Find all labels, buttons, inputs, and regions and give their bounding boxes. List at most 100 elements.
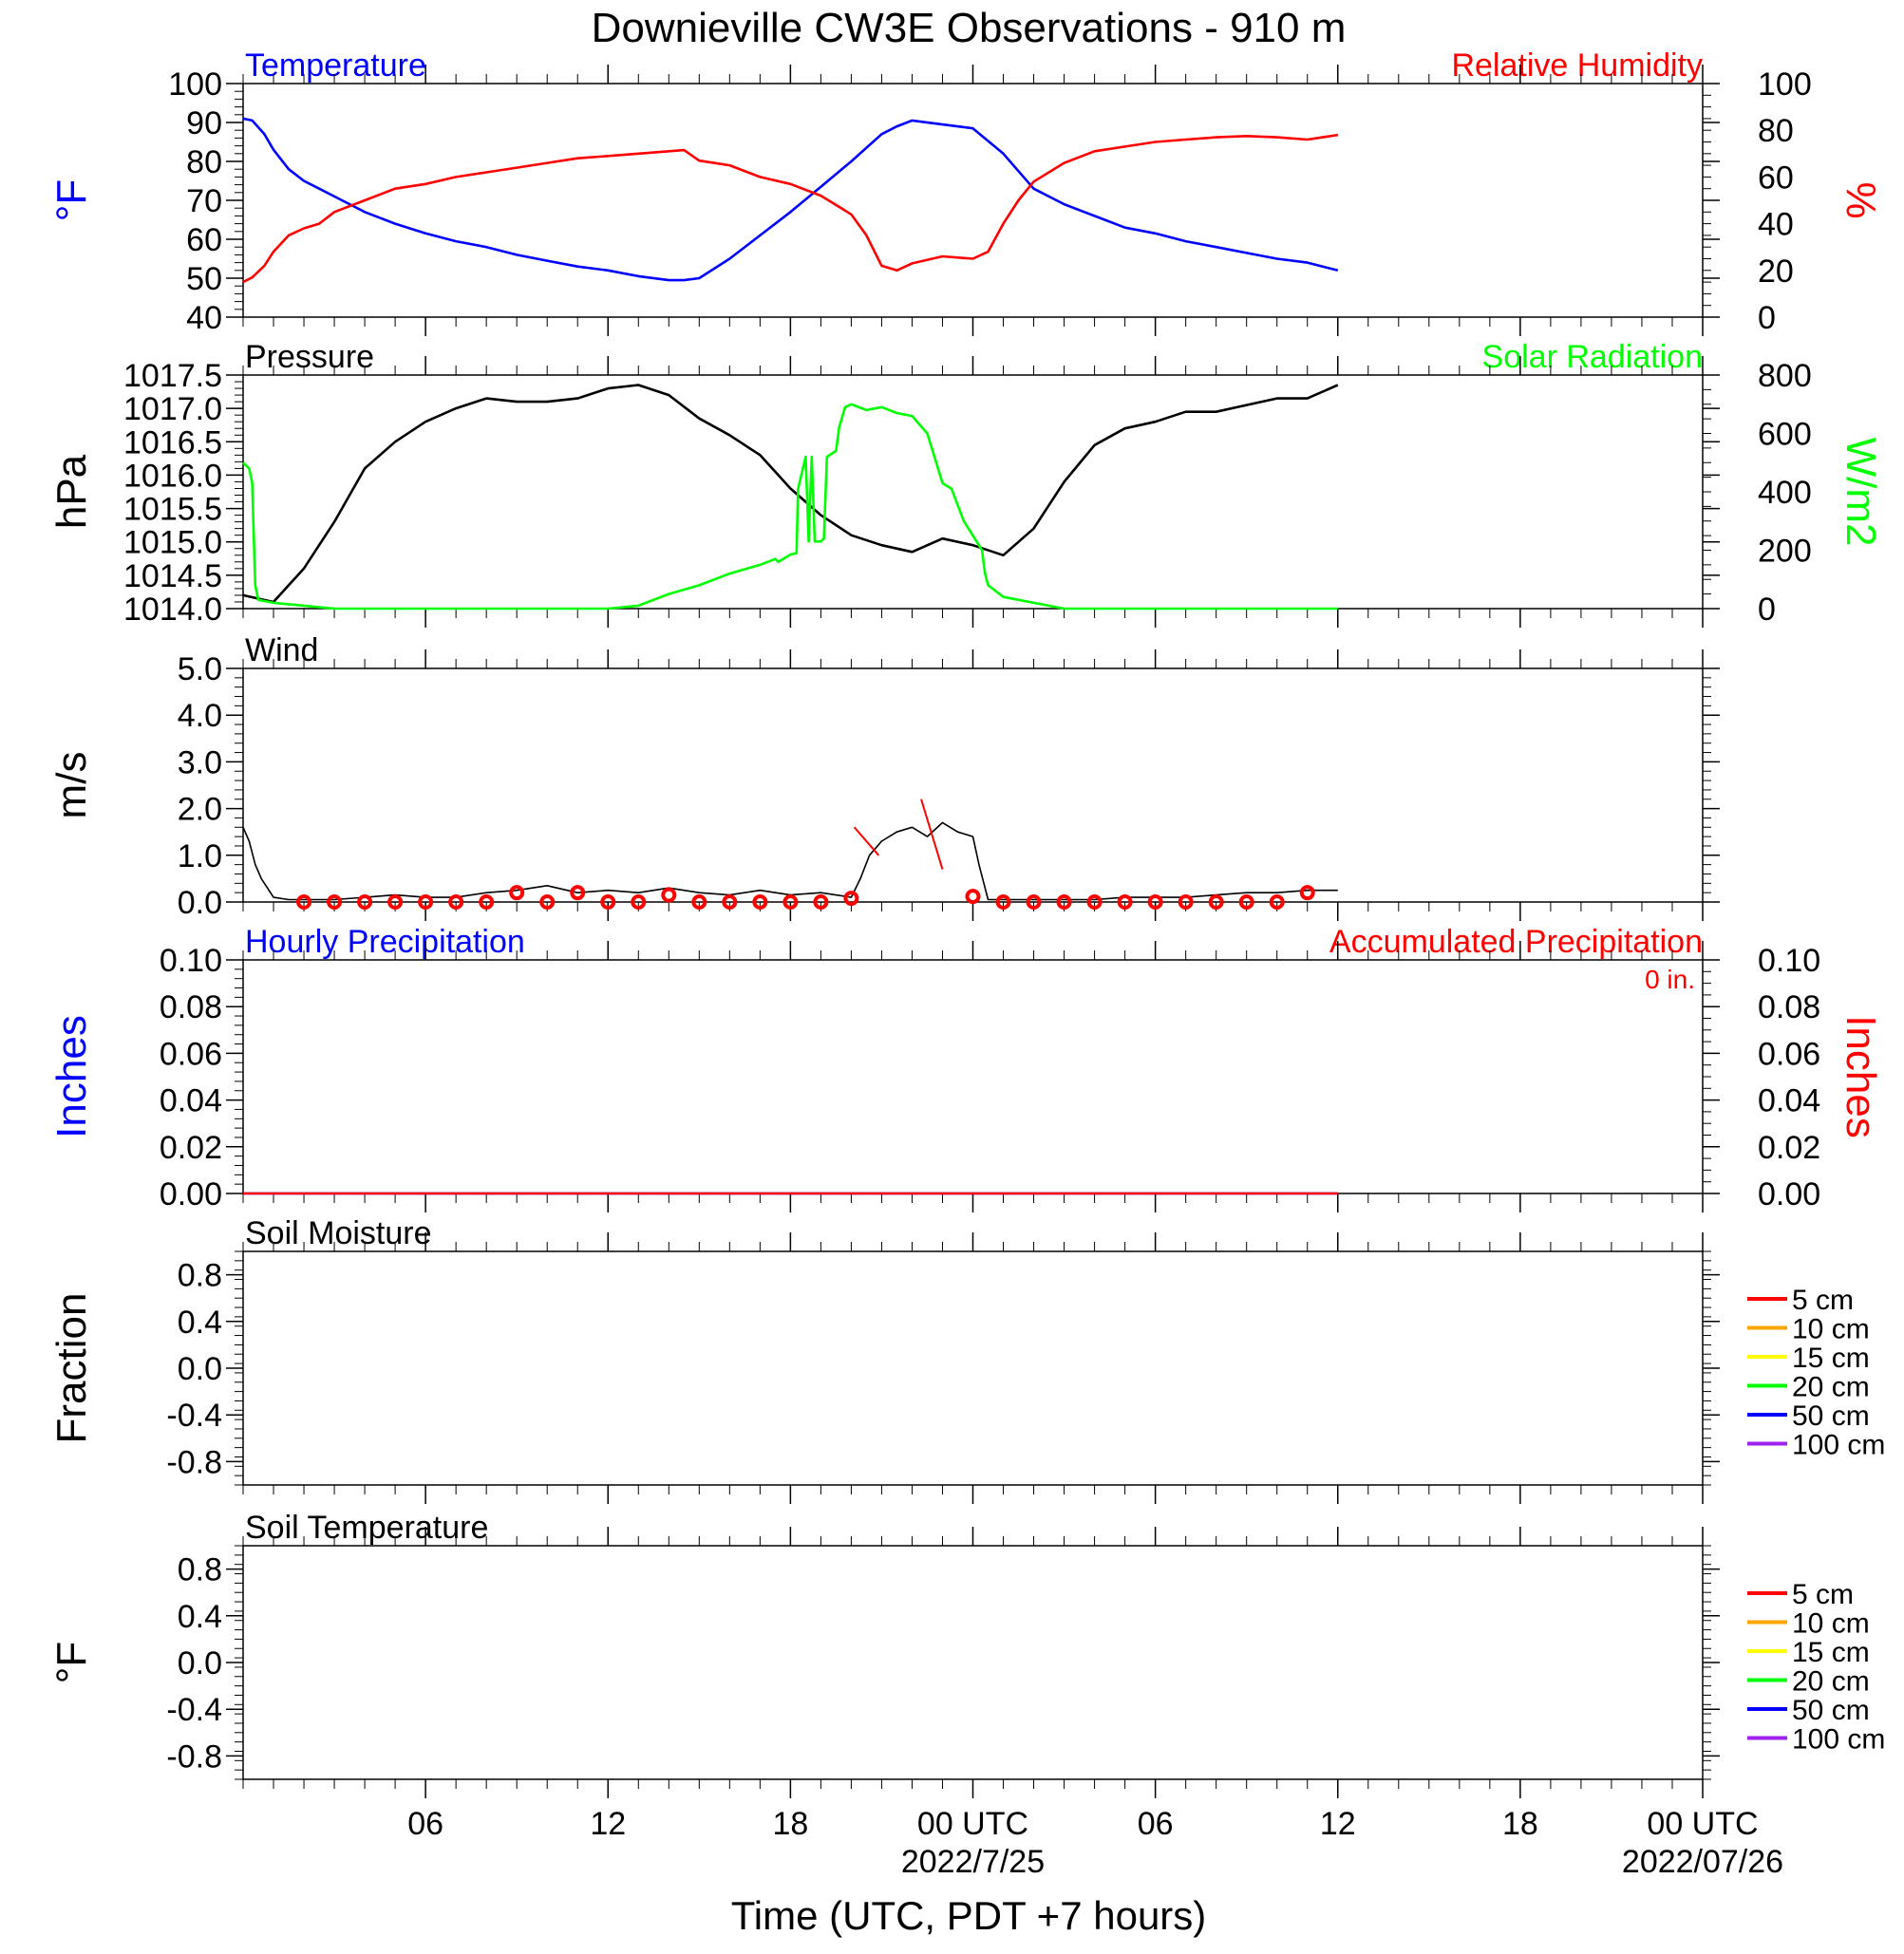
- x-tick-label: 18: [1502, 1806, 1538, 1842]
- wind-hourly-marker: [782, 894, 799, 910]
- y-axis-label-right: Inches: [1838, 1015, 1884, 1138]
- panel-title-left: Soil Moisture: [245, 1215, 432, 1251]
- y-tick-label-left: -0.8: [166, 1738, 222, 1775]
- wind-hourly-marker: [1178, 894, 1194, 910]
- y-axis-label-right: W/m2: [1838, 438, 1884, 547]
- y-tick-label-left: 40: [186, 300, 222, 336]
- y-tick-label-right: 0: [1758, 300, 1776, 336]
- wind-hourly-marker: [327, 894, 343, 910]
- series-line: [242, 403, 1338, 611]
- plot-frame: [242, 667, 1704, 903]
- series-line: [242, 384, 1339, 604]
- legend-label: 15 cm: [1792, 1343, 1870, 1374]
- y-tick-label-right: 0.10: [1758, 943, 1820, 979]
- y-tick-label-left: 90: [186, 105, 222, 141]
- y-tick-label-right: 0.06: [1758, 1036, 1820, 1072]
- y-tick-label-right: 0: [1758, 592, 1776, 628]
- wind-hourly-marker: [1147, 894, 1163, 910]
- y-tick-label-right: 200: [1758, 534, 1812, 570]
- panel-4: Hourly Precipitation Accumulated Precipit…: [48, 924, 1884, 1212]
- wind-hourly-marker: [1026, 894, 1042, 910]
- y-tick-label-left: 3.0: [178, 744, 222, 780]
- plot-frame: [242, 83, 1704, 318]
- panel-title-right: Relative Humidity: [1451, 47, 1703, 84]
- y-tick-label-left: 0.4: [178, 1305, 222, 1341]
- y-tick-label-left: 0.8: [178, 1552, 222, 1588]
- y-tick-label-left: 1014.0: [123, 592, 222, 628]
- y-tick-label-left: 1.0: [178, 838, 222, 874]
- y-tick-label-left: 0.02: [160, 1130, 222, 1166]
- y-tick-label-left: 80: [186, 144, 222, 180]
- panel-6: Soil Temperature-0.8-0.40.00.40.8°F5 cm1…: [48, 1510, 1885, 1798]
- y-tick-label-right: 0.02: [1758, 1130, 1820, 1166]
- y-tick-label-right: 800: [1758, 358, 1812, 394]
- y-tick-label-left: 0.04: [160, 1083, 222, 1119]
- wind-hourly-marker: [1086, 894, 1103, 910]
- y-tick-label-left: 1016.0: [123, 458, 222, 494]
- series-line: [242, 821, 1338, 901]
- wind-hourly-marker: [1117, 894, 1133, 910]
- wind-hourly-marker: [965, 889, 981, 905]
- wind-hourly-marker: [570, 885, 586, 901]
- y-tick-label-left: 60: [186, 222, 222, 258]
- y-axis-label-left: m/s: [48, 752, 95, 819]
- y-tick-label-right: 100: [1758, 66, 1812, 103]
- wind-hourly-marker: [357, 894, 373, 910]
- wind-hourly-marker: [631, 894, 647, 910]
- wind-hourly-marker: [448, 894, 464, 910]
- y-tick-label-left: 0.0: [178, 1645, 222, 1682]
- panel-title-left: Hourly Precipitation: [245, 924, 525, 960]
- panels: Temperature Relative Humidity405060708090…: [48, 47, 1885, 1880]
- wind-hourly-marker: [1238, 894, 1254, 910]
- legend-label: 50 cm: [1792, 1695, 1870, 1726]
- series-line: [242, 117, 1339, 282]
- y-tick-label-left: 0.0: [178, 885, 222, 921]
- plot-frame: [242, 374, 1704, 610]
- y-axis-label-right: %: [1838, 181, 1884, 218]
- legend-label: 20 cm: [1792, 1372, 1870, 1403]
- x-tick-label: 06: [407, 1806, 443, 1842]
- y-tick-label-right: 600: [1758, 417, 1812, 453]
- y-axis-label-left: Inches: [48, 1015, 95, 1138]
- y-tick-label-left: -0.4: [166, 1692, 222, 1728]
- wind-hourly-marker: [1208, 894, 1224, 910]
- panel-title-left: Wind: [245, 632, 318, 668]
- panel-1: Temperature Relative Humidity405060708090…: [48, 47, 1884, 336]
- panel-3: Wind 0.0 1.0 2.0 3.0 4.0 5.0 m/s: [48, 632, 1720, 921]
- y-axis-label-left: °F: [48, 1642, 95, 1683]
- y-tick-label-left: 0.08: [160, 989, 222, 1025]
- y-tick-label-left: 0.10: [160, 943, 222, 979]
- panel-title-left: Soil Temperature: [245, 1510, 488, 1546]
- wind-hourly-marker: [995, 894, 1011, 910]
- wind-hourly-marker: [1269, 894, 1285, 910]
- wind-hourly-marker: [418, 894, 434, 910]
- legend-label: 5 cm: [1792, 1285, 1854, 1316]
- legend-label: 15 cm: [1792, 1637, 1870, 1668]
- panel-title-left: Pressure: [245, 339, 374, 375]
- y-tick-label-left: 70: [186, 183, 222, 219]
- series-line: [242, 133, 1338, 284]
- y-tick-label-right: 0.08: [1758, 989, 1820, 1025]
- x-date-label: 2022/7/25: [901, 1844, 1045, 1880]
- plot-frame: [242, 959, 1704, 1194]
- x-tick-label: 06: [1138, 1806, 1174, 1842]
- x-tick-label: 12: [1320, 1806, 1356, 1842]
- plot-frame: [242, 1545, 1704, 1780]
- y-tick-label-left: 1015.0: [123, 525, 222, 561]
- x-tick-label: 00 UTC: [1647, 1806, 1758, 1842]
- panel-2: Pressure Solar Radiation1014.01014.51015.…: [48, 339, 1884, 628]
- wind-direction-barb: [920, 799, 944, 870]
- wind-hourly-marker: [1299, 885, 1315, 901]
- legend-label: 10 cm: [1792, 1314, 1870, 1345]
- y-tick-label-left: 4.0: [178, 698, 222, 734]
- panel-annotation: 0 in.: [1645, 965, 1695, 994]
- y-tick-label-left: -0.4: [166, 1398, 222, 1434]
- panel-title-right: Accumulated Precipitation: [1329, 924, 1703, 960]
- x-tick-label: 18: [772, 1806, 808, 1842]
- y-tick-label-left: 0.4: [178, 1599, 222, 1635]
- wind-hourly-marker: [509, 885, 525, 901]
- plot-frame: [242, 1250, 1704, 1486]
- wind-hourly-marker: [387, 894, 404, 910]
- wind-hourly-marker: [600, 894, 616, 910]
